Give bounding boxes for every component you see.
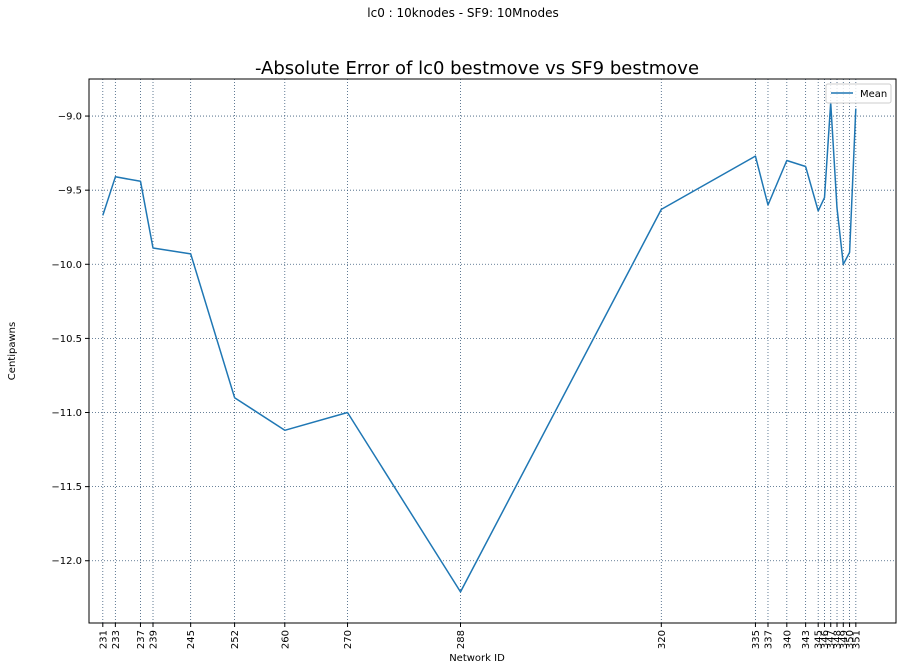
x-tick-label: 348	[833, 630, 844, 649]
x-tick-label: 346	[820, 630, 831, 649]
x-tick-label: 245	[186, 630, 197, 649]
grid-lines	[89, 79, 896, 623]
y-axis-label: Centipawns	[7, 322, 18, 380]
y-tick-label: −9.0	[58, 112, 82, 123]
x-tick-label: 233	[111, 630, 122, 649]
x-tick-label: 270	[343, 630, 354, 649]
legend-entry-label: Mean	[860, 89, 887, 100]
x-tick-label: 237	[136, 630, 147, 649]
x-tick-label: 335	[751, 630, 762, 649]
x-tick-label: 350	[845, 630, 856, 649]
y-axis: −9.0 −9.5 −10.0 −10.5 −11.0 −11.5 −12.0	[51, 112, 89, 567]
y-tick-label: −11.5	[51, 482, 82, 493]
y-tick-label: −11.0	[51, 408, 82, 419]
x-tick-label: 260	[280, 630, 291, 649]
legend: Mean	[825, 83, 892, 104]
series-line-mean	[102, 101, 857, 593]
y-tick-label: −10.5	[51, 334, 82, 345]
x-tick-label: 347	[826, 630, 837, 649]
x-axis: 231 233 237 239 245 252 260 270 288 320 335 337 340 3…	[98, 623, 862, 649]
y-tick-label: −10.0	[51, 260, 82, 271]
x-tick-label: 345	[814, 630, 825, 649]
x-tick-label: 351	[851, 630, 862, 649]
x-tick-label: 340	[782, 630, 793, 649]
x-tick-label: 337	[763, 630, 774, 649]
y-tick-label: −12.0	[51, 556, 82, 567]
plot-area-frame	[88, 78, 897, 624]
x-tick-label: 239	[149, 630, 160, 649]
x-tick-label: 349	[839, 630, 850, 649]
legend-box	[825, 83, 892, 104]
x-tick-label: 343	[801, 630, 812, 649]
x-tick-label: 288	[456, 630, 467, 649]
x-axis-label: Network ID	[449, 653, 505, 664]
x-tick-label: 252	[230, 630, 241, 649]
chart-title: -Absolute Error of lc0 bestmove vs SF9 b…	[255, 58, 699, 79]
x-tick-label: 231	[98, 630, 109, 649]
figure-suptitle: lc0 : 10knodes - SF9: 10Mnodes	[367, 6, 558, 20]
y-tick-label: −9.5	[58, 186, 82, 197]
x-tick-label: 320	[657, 630, 668, 649]
series-lines	[102, 101, 857, 593]
